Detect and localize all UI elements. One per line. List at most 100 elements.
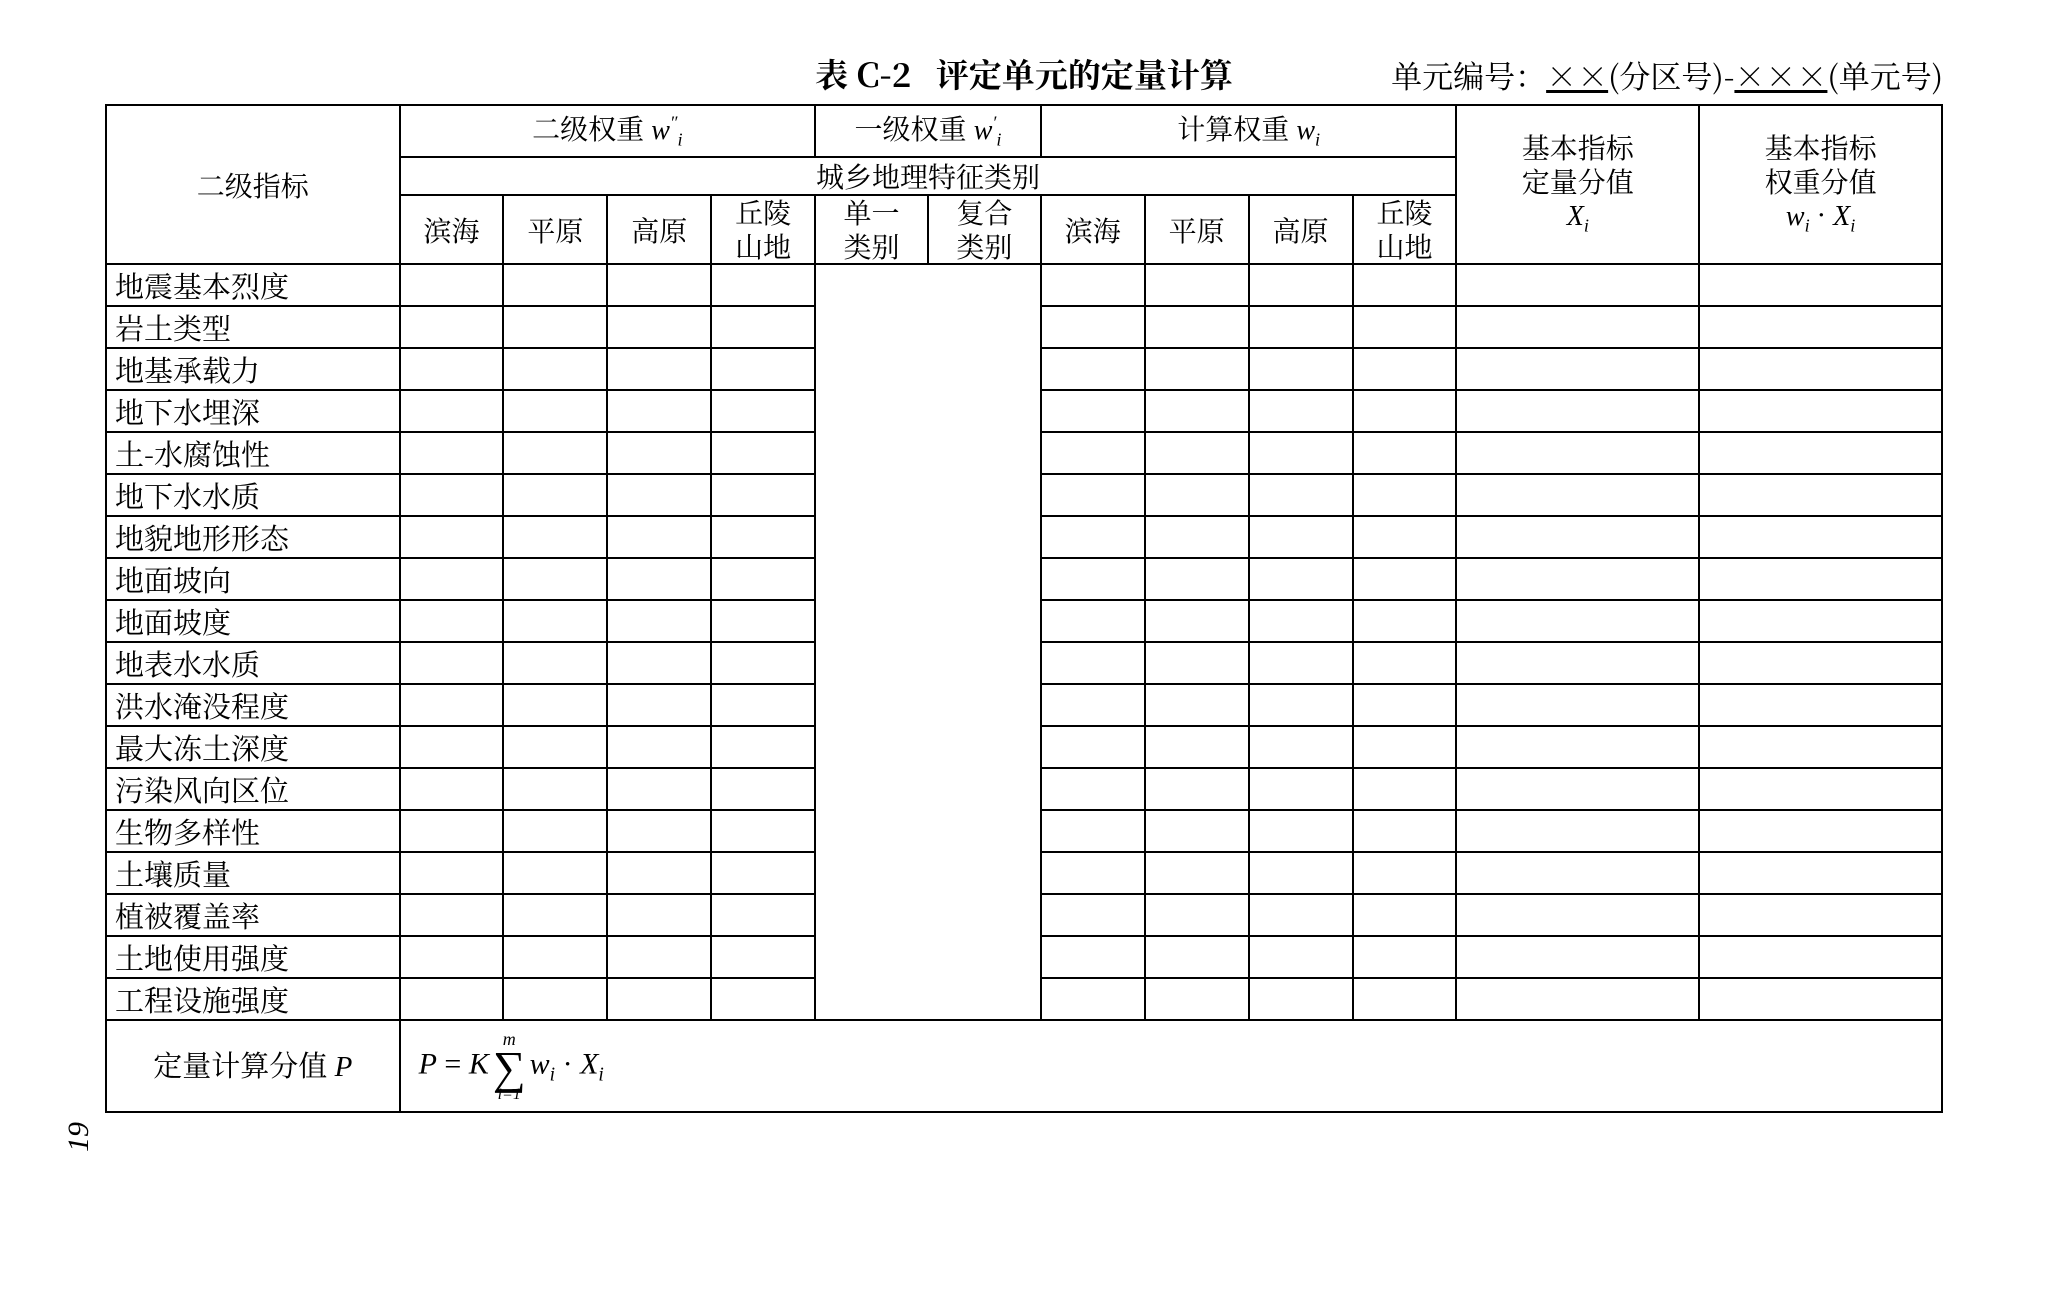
f-P: P	[419, 1047, 437, 1080]
cell	[1249, 978, 1353, 1020]
cell	[1456, 726, 1699, 768]
cell	[1699, 810, 1942, 852]
cell	[503, 768, 607, 810]
cell	[1699, 558, 1942, 600]
header-row-1: 二级指标 二级权重 w″i 一级权重 w′i 计算权重 wi 基本指标 定量分值…	[106, 105, 1942, 157]
cell	[1456, 474, 1699, 516]
cell	[400, 642, 504, 684]
cell	[1249, 936, 1353, 978]
hdr-a2: 平原	[503, 195, 607, 264]
cell	[1353, 726, 1457, 768]
page-number: 19	[62, 1122, 96, 1152]
hdr-c4-l2: 山地	[1376, 226, 1432, 266]
hdr-w2-sub: i	[678, 129, 683, 149]
cell	[1699, 516, 1942, 558]
cell	[503, 936, 607, 978]
cell	[1456, 348, 1699, 390]
row-label: 生物多样性	[106, 810, 400, 852]
cell	[1041, 726, 1145, 768]
hdr-basic-sym: X	[1567, 201, 1584, 232]
cell	[1699, 642, 1942, 684]
cell	[1353, 642, 1457, 684]
cell	[607, 516, 711, 558]
cell	[1353, 978, 1457, 1020]
cell	[1249, 516, 1353, 558]
row-label: 植被覆盖率	[106, 894, 400, 936]
cell	[1249, 852, 1353, 894]
hdr-basic-sub: i	[1584, 216, 1589, 236]
cell	[711, 432, 815, 474]
cell	[1699, 600, 1942, 642]
formula-cell: P = Km∑i=1wi · Xi	[400, 1020, 1942, 1112]
cell	[607, 390, 711, 432]
cell	[1699, 726, 1942, 768]
table-row: 地震基本烈度	[106, 264, 1942, 306]
cell	[607, 348, 711, 390]
hdr-basic-l2: 定量分值	[1522, 161, 1634, 201]
hdr-a3: 高原	[607, 195, 711, 264]
sigma-symbol: ∑	[493, 1048, 526, 1087]
cell	[1353, 390, 1457, 432]
cell	[503, 684, 607, 726]
cell	[1353, 600, 1457, 642]
cell	[503, 726, 607, 768]
cell	[711, 852, 815, 894]
cell	[1456, 264, 1699, 306]
hdr-b1: 单一类别	[815, 195, 928, 264]
hdr-c2: 平原	[1145, 195, 1249, 264]
cell	[1249, 306, 1353, 348]
cell	[607, 306, 711, 348]
cell	[1145, 432, 1249, 474]
cell	[1249, 348, 1353, 390]
calc-label: 定量计算分值 P	[106, 1020, 400, 1112]
f-dot: ·	[555, 1047, 580, 1080]
cell	[1145, 768, 1249, 810]
cell	[400, 894, 504, 936]
title-line: 表 C-2 评定单元的定量计算 单元编号：××(分区号)-×××(单元号)	[105, 50, 1943, 94]
cell	[711, 936, 815, 978]
hdr-w1: 一级权重 w′i	[815, 105, 1041, 157]
cell	[1699, 978, 1942, 1020]
cell	[1699, 768, 1942, 810]
cell	[1041, 348, 1145, 390]
cell	[1456, 978, 1699, 1020]
cell	[607, 852, 711, 894]
cell	[1145, 936, 1249, 978]
cell	[1699, 348, 1942, 390]
cell	[607, 642, 711, 684]
cell	[711, 978, 815, 1020]
unit-part1: ××	[1546, 52, 1608, 97]
hdr-wexp-dot: ·	[1810, 194, 1834, 234]
cell	[1353, 684, 1457, 726]
cell	[400, 348, 504, 390]
hdr-indicator: 二级指标	[106, 105, 400, 264]
hdr-w1-sym: w	[974, 115, 993, 146]
cell	[607, 726, 711, 768]
hdr-weighted: 基本指标 权重分值 wi · Xi	[1699, 105, 1942, 264]
cell	[1041, 390, 1145, 432]
cell	[1699, 306, 1942, 348]
cell	[1041, 810, 1145, 852]
cell	[1699, 264, 1942, 306]
hdr-c3: 高原	[1249, 195, 1353, 264]
cell	[400, 810, 504, 852]
row-label: 工程设施强度	[106, 978, 400, 1020]
cell	[1041, 936, 1145, 978]
cell	[1699, 432, 1942, 474]
cell	[1456, 894, 1699, 936]
row-label: 地震基本烈度	[106, 264, 400, 306]
cell	[1699, 474, 1942, 516]
cell	[1456, 768, 1699, 810]
cell	[711, 390, 815, 432]
f-eq: =	[437, 1047, 469, 1080]
calc-label-pre: 定量计算分值	[153, 1044, 334, 1085]
cell	[607, 558, 711, 600]
cell	[711, 516, 815, 558]
cell	[1456, 684, 1699, 726]
unit-label: 单元编号：	[1391, 52, 1546, 97]
cell	[1145, 600, 1249, 642]
cell	[1456, 558, 1699, 600]
row-label: 地面坡向	[106, 558, 400, 600]
f-w: w	[530, 1047, 550, 1080]
cell	[1249, 474, 1353, 516]
